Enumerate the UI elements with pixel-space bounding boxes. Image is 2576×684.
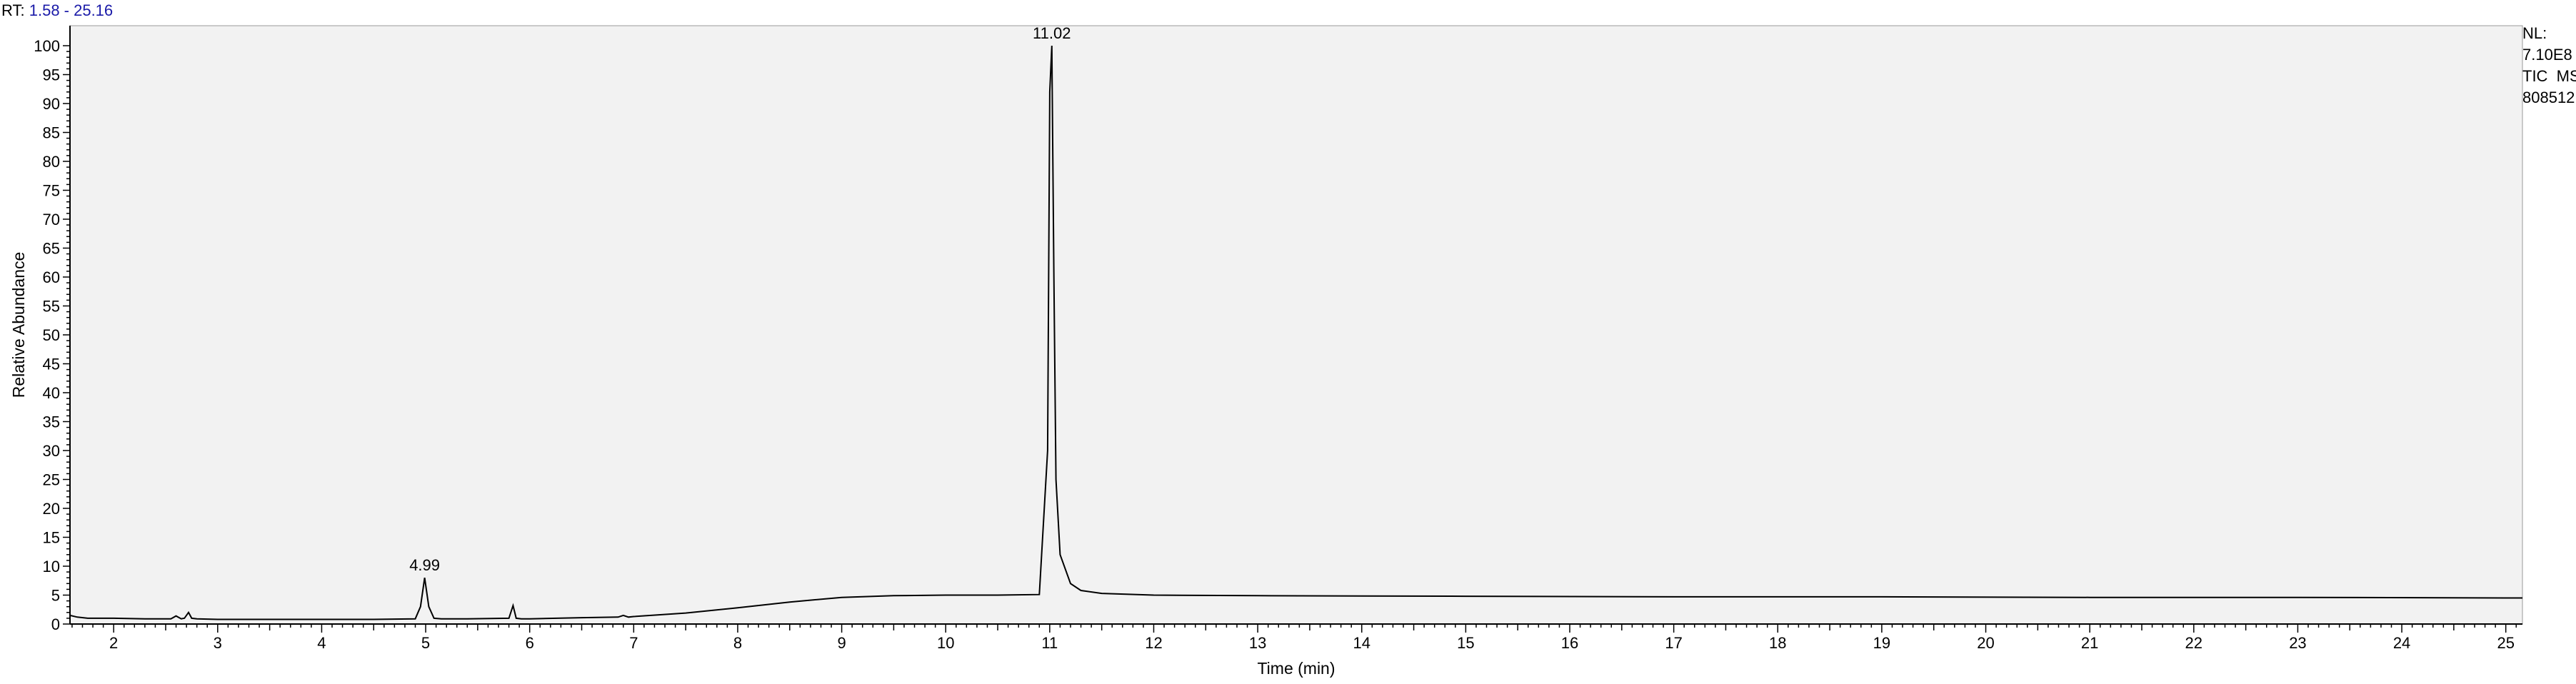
- x-tick-label: 24: [2393, 634, 2410, 652]
- y-tick-label: 45: [43, 356, 60, 373]
- x-tick-label: 2: [109, 634, 118, 652]
- y-tick-label: 90: [43, 95, 60, 113]
- y-tick-label: 55: [43, 298, 60, 316]
- y-tick-label: 85: [43, 124, 60, 142]
- y-tick-label: 30: [43, 442, 60, 460]
- rt-label: RT:: [1, 1, 25, 19]
- y-tick-label: 0: [51, 615, 60, 633]
- y-tick-label: 80: [43, 153, 60, 171]
- x-tick-label: 6: [526, 634, 534, 652]
- y-tick-label: 35: [43, 413, 60, 431]
- x-axis-title: Time (min): [1257, 659, 1335, 678]
- x-tick-label: 4: [317, 634, 326, 652]
- x-tick-label: 16: [1561, 634, 1578, 652]
- scan-filter: TIC MS: [2522, 67, 2576, 85]
- peak-label: 11.02: [1033, 24, 1071, 42]
- rt-range-value: 1.58 - 25.16: [29, 1, 114, 19]
- y-axis-title: Relative Abundance: [9, 252, 28, 398]
- y-tick-label: 70: [43, 211, 60, 228]
- rt-range-header: RT: 1.58 - 25.16: [1, 1, 113, 20]
- x-tick-label: 12: [1145, 634, 1162, 652]
- x-tick-label: 15: [1457, 634, 1474, 652]
- y-tick-label: 100: [34, 37, 60, 55]
- x-tick-label: 23: [2289, 634, 2306, 652]
- y-tick-label: 75: [43, 182, 60, 200]
- x-tick-label: 9: [837, 634, 846, 652]
- plot-area: [69, 25, 2523, 625]
- x-tick-label: 18: [1769, 634, 1786, 652]
- y-tick-label: 15: [43, 529, 60, 547]
- x-tick-label: 20: [1977, 634, 1994, 652]
- x-tick-label: 17: [1665, 634, 1682, 652]
- peak-labels: 4.99 11.02: [409, 24, 1071, 574]
- y-tick-label: 40: [43, 384, 60, 402]
- nl-value: 7.10E8: [2522, 46, 2572, 64]
- x-tick-label: 3: [214, 634, 222, 652]
- x-tick-label: 14: [1353, 634, 1370, 652]
- x-tick-label: 11: [1041, 634, 1058, 652]
- x-tick-label: 13: [1249, 634, 1266, 652]
- tic-trace: [69, 45, 2522, 620]
- scan-metadata: NL: 7.10E8 TIC MS 808512: [2522, 23, 2576, 109]
- file-id: 808512: [2522, 89, 2575, 106]
- x-tick-label: 10: [937, 634, 954, 652]
- y-tick-label: 20: [43, 500, 60, 518]
- y-tick-label: 95: [43, 66, 60, 84]
- y-tick-label: 5: [51, 587, 60, 605]
- y-tick-label: 60: [43, 268, 60, 286]
- y-tick-label: 65: [43, 240, 60, 258]
- x-tick-label: 8: [733, 634, 742, 652]
- x-tick-label: 5: [421, 634, 430, 652]
- nl-label: NL:: [2522, 24, 2547, 42]
- x-axis: 2 3 4 5 6 7 8 9 10 11 12 13 14 15 16 17 18 19 20 21 22 23 24 25: [70, 623, 2522, 652]
- peak-label: 4.99: [409, 556, 440, 574]
- y-tick-label: 50: [43, 326, 60, 344]
- x-tick-label: 19: [1873, 634, 1890, 652]
- x-tick-label: 7: [629, 634, 638, 652]
- y-tick-label: 25: [43, 471, 60, 489]
- x-tick-label: 21: [2081, 634, 2098, 652]
- y-axis: 0 5 10 15 20 25 30 35 40 45 50 55 60 65 70 75 80 85 90 95 10…: [34, 26, 71, 633]
- x-tick-label: 22: [2185, 634, 2202, 652]
- x-tick-label: 25: [2497, 634, 2514, 652]
- y-tick-label: 10: [43, 558, 60, 575]
